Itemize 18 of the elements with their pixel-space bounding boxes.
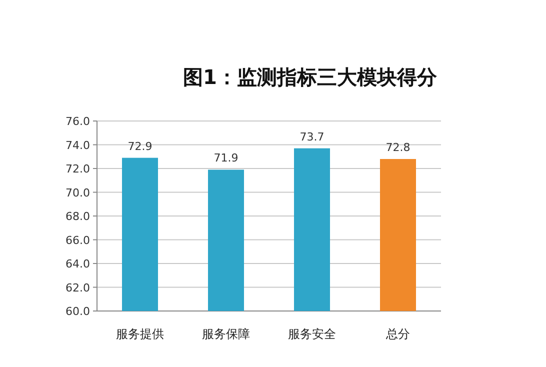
y-tick-label: 70.0 [66, 186, 90, 200]
data-label: 72.9 [128, 140, 152, 153]
x-tick-label: 服务提供 [116, 327, 164, 341]
y-tick-label: 60.0 [66, 305, 90, 318]
x-tick-label: 总分 [385, 327, 410, 341]
data-label: 73.7 [300, 130, 324, 144]
x-tick-label: 服务保障 [202, 327, 250, 341]
y-tick-label: 62.0 [66, 281, 90, 294]
y-tick-label: 68.0 [66, 210, 90, 223]
data-label: 72.8 [386, 141, 410, 154]
y-tick-label: 76.0 [66, 115, 90, 128]
y-tick-label: 72.0 [66, 162, 90, 176]
x-tick-label: 服务安全 [288, 327, 336, 341]
data-label: 71.9 [214, 152, 238, 165]
chart-title: 图1：监测指标三大模块得分 [183, 65, 438, 89]
y-tick-label: 64.0 [66, 258, 90, 270]
y-tick-label: 74.0 [66, 138, 90, 152]
y-tick-label: 66.0 [66, 234, 90, 247]
